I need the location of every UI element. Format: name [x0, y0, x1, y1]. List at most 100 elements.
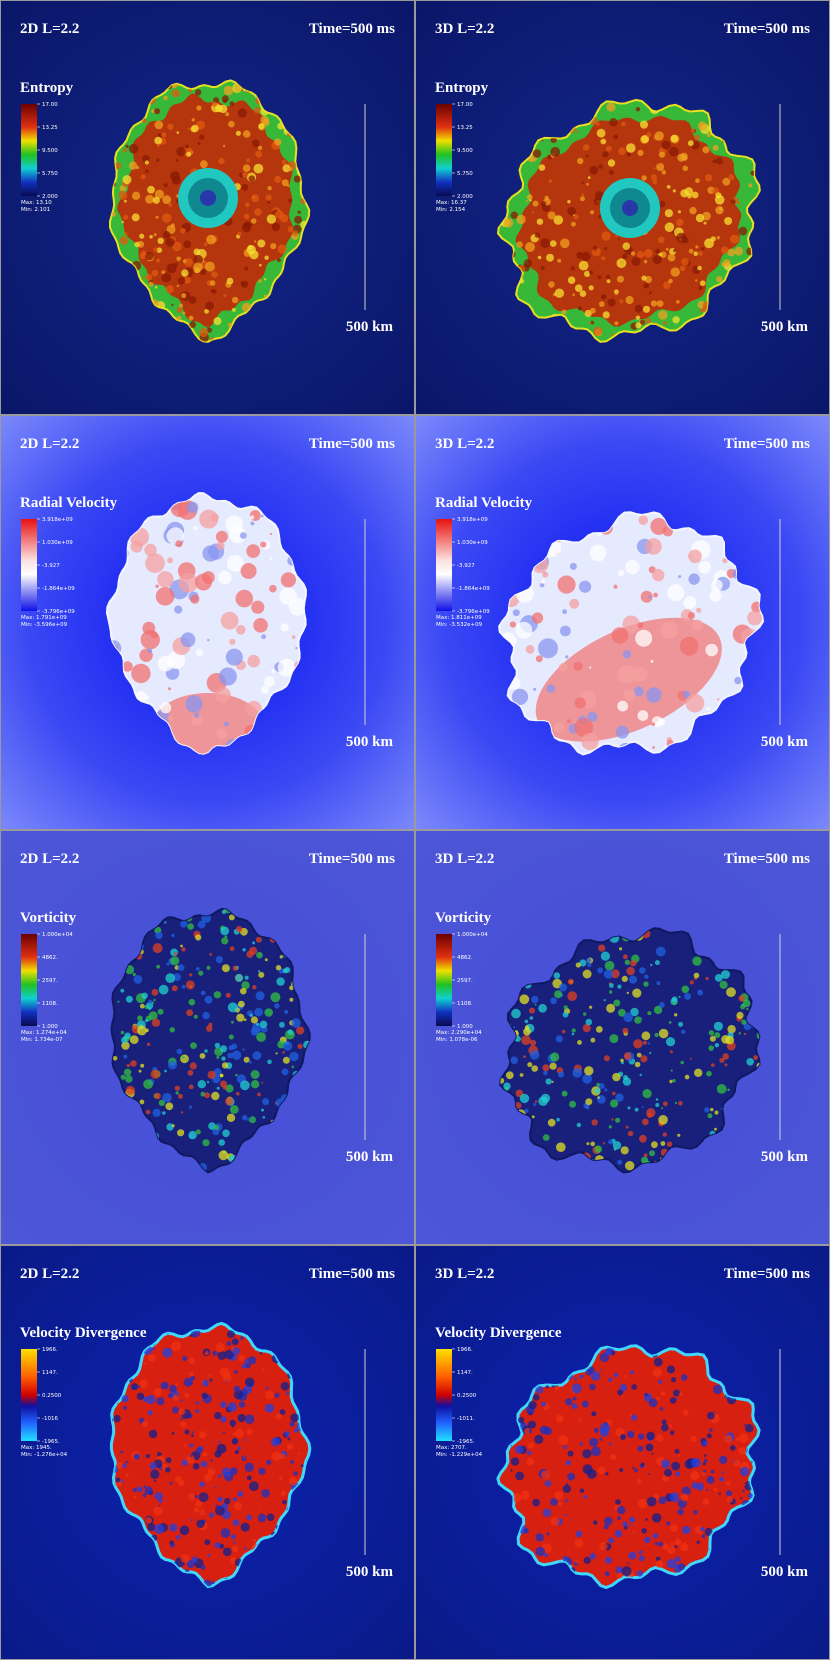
field-speckle	[175, 1091, 179, 1095]
simulation-field	[496, 1344, 761, 1590]
field-speckle	[251, 194, 260, 203]
field-speckle	[124, 1032, 131, 1039]
field-speckle	[604, 247, 607, 250]
field-speckle	[604, 1088, 608, 1092]
field-speckle	[246, 158, 251, 163]
field-speckle	[180, 632, 196, 648]
field-speckle	[528, 1400, 537, 1410]
field-speckle	[606, 279, 611, 284]
field-speckle	[646, 687, 662, 703]
field-speckle	[555, 1035, 563, 1043]
field-speckle	[229, 1105, 239, 1114]
field-speckle	[148, 281, 154, 287]
field-speckle	[608, 1125, 612, 1129]
field-speckle	[274, 210, 284, 220]
field-speckle	[744, 1423, 747, 1427]
field-speckle	[639, 1134, 647, 1143]
field-speckle	[581, 181, 584, 184]
field-speckle	[567, 276, 576, 285]
field-speckle	[696, 1540, 700, 1544]
field-speckle	[623, 689, 636, 702]
field-speckle	[238, 1000, 245, 1008]
field-speckle	[540, 238, 551, 249]
field-speckle	[120, 1450, 124, 1454]
field-speckle	[738, 1433, 749, 1443]
time-label: Time=500 ms	[309, 21, 395, 37]
field-speckle	[666, 1365, 675, 1374]
colorbar-tick-label: 2597.	[42, 978, 58, 984]
field-speckle	[625, 1125, 629, 1129]
field-speckle	[547, 211, 556, 220]
field-speckle	[534, 1100, 538, 1103]
field-speckle	[156, 247, 163, 253]
field-speckle	[709, 1035, 716, 1042]
field-speckle	[213, 1124, 219, 1130]
field-speckle	[535, 1546, 546, 1557]
field-speckle	[571, 1383, 582, 1394]
field-speckle	[538, 164, 546, 171]
field-speckle	[632, 1467, 635, 1470]
field-speckle	[195, 1447, 203, 1454]
field-speckle	[165, 1457, 172, 1464]
field-speckle	[713, 1410, 716, 1413]
field-speckle	[625, 295, 634, 305]
field-speckle	[656, 981, 661, 986]
field-speckle	[195, 967, 200, 971]
field-speckle	[646, 1431, 655, 1441]
field-speckle	[567, 991, 578, 1001]
field-speckle	[604, 1516, 613, 1526]
field-speckle	[231, 1425, 234, 1428]
field-speckle	[647, 1042, 651, 1045]
field-speckle	[244, 1547, 247, 1550]
field-speckle	[680, 1542, 689, 1552]
field-speckle	[248, 1060, 252, 1064]
field-speckle	[161, 270, 166, 275]
core	[622, 200, 638, 216]
field-speckle	[612, 1141, 622, 1150]
field-speckle	[279, 1453, 286, 1460]
field-speckle	[147, 648, 153, 654]
field-speckle	[154, 1092, 161, 1100]
min-label: Min: 1.734e-07	[21, 1037, 63, 1043]
field-speckle	[691, 1457, 701, 1468]
field-speckle	[237, 108, 247, 118]
field-speckle	[214, 1485, 217, 1488]
field-speckle	[287, 1443, 294, 1451]
field-speckle	[269, 584, 277, 593]
panel: 3D L=2.2 Time=500 ms Entropy 17.00 13.25 9.50…	[415, 0, 830, 415]
field-speckle	[678, 1021, 684, 1027]
field-speckle	[197, 1080, 206, 1089]
field-speckle	[729, 173, 732, 177]
field-speckle	[271, 1451, 282, 1461]
field-speckle	[579, 290, 587, 298]
field-speckle	[154, 136, 163, 145]
field-speckle	[582, 144, 590, 151]
field-speckle	[643, 282, 649, 289]
field-speckle	[641, 1528, 647, 1534]
field-speckle	[652, 746, 655, 749]
field-speckle	[557, 575, 576, 594]
field-speckle	[176, 131, 180, 134]
field-speckle	[531, 1065, 538, 1072]
field-speckle	[233, 1390, 244, 1400]
field-speckle	[582, 1449, 592, 1459]
field-speckle	[652, 568, 665, 582]
field-speckle	[512, 609, 520, 617]
field-speckle	[260, 541, 267, 548]
field-speckle	[535, 1385, 544, 1394]
field-speckle	[742, 999, 751, 1008]
field-speckle	[653, 1368, 662, 1377]
field-speckle	[529, 1007, 535, 1014]
field-speckle	[297, 210, 301, 214]
field-speckle	[572, 293, 575, 297]
field-speckle	[636, 1052, 642, 1058]
field-speckle	[529, 1050, 540, 1060]
field-speckle	[695, 245, 699, 249]
field-interior	[107, 493, 306, 754]
field-speckle	[541, 1401, 546, 1407]
field-speckle	[250, 218, 257, 224]
field-speckle	[231, 1050, 242, 1060]
field-speckle	[271, 222, 280, 232]
field-speckle	[569, 562, 577, 570]
field-speckle	[263, 278, 267, 281]
